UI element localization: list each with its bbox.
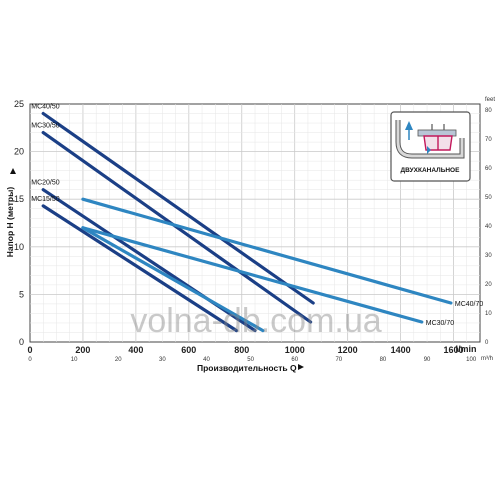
y2-tick-label: 20 — [485, 282, 492, 288]
x2-tick-label: 60 — [291, 357, 298, 363]
x-tick-label: 1600 — [444, 345, 464, 355]
y-tick-label: 15 — [14, 194, 24, 204]
series-label: MC40/70 — [455, 301, 484, 308]
x-tick-label: 1400 — [391, 345, 411, 355]
y2-tick-label: 40 — [485, 224, 492, 230]
impeller-inset: ДВУХКАНАЛЬНОЕ — [390, 111, 471, 182]
y2-tick-label: 60 — [485, 166, 492, 172]
y2-tick-label: 10 — [485, 311, 492, 317]
y-tick-label: 20 — [14, 147, 24, 157]
x2-tick-label: 50 — [247, 357, 254, 363]
series-label: MC30/70 — [426, 320, 455, 327]
series-label: MC40/50 — [31, 104, 60, 111]
x2-tick-label: 70 — [335, 357, 342, 363]
series-line-mc30-70 — [81, 226, 424, 324]
y2-tick-label: 0 — [485, 340, 489, 346]
x2-tick-label: 20 — [115, 357, 122, 363]
x2-tick-label: 40 — [203, 357, 210, 363]
x-tick-label: 1200 — [338, 345, 358, 355]
y-axis-arrow-icon — [10, 168, 16, 174]
x-tick-label: 0 — [27, 345, 32, 355]
x-unit-label: l/min — [455, 344, 476, 354]
x-secondary-unit-label: m³/h — [481, 356, 493, 362]
series-label: MC20/50 — [31, 180, 60, 187]
x-axis-title: Производительность Q — [197, 363, 297, 373]
impeller-icon — [395, 120, 465, 159]
x-tick-label: 400 — [128, 345, 143, 355]
series-line-mc15-50 — [41, 204, 239, 333]
y-axis-title-group: Напор H (метры) — [5, 168, 16, 257]
y2-tick-label: 70 — [485, 137, 492, 143]
y2-tick-label: 30 — [485, 253, 492, 259]
x2-tick-label: 100 — [466, 357, 477, 363]
x-axis-arrow-icon — [298, 364, 304, 370]
series-line-mc40-50 — [41, 111, 315, 305]
y2-tick-label: 50 — [485, 195, 492, 201]
x-tick-label: 200 — [75, 345, 90, 355]
x2-tick-label: 10 — [71, 357, 78, 363]
y-axis-title: Напор H (метры) — [5, 187, 15, 258]
x2-tick-label: 90 — [424, 357, 431, 363]
watermark: volna-db.com.ua — [130, 302, 381, 340]
series-label: MC30/50 — [31, 123, 60, 130]
x2-tick-label: 80 — [380, 357, 387, 363]
x-axis-title-group: Производительность Q — [197, 363, 304, 373]
x-tick-label: 1000 — [285, 345, 305, 355]
inset-label: ДВУХКАНАЛЬНОЕ — [401, 167, 461, 174]
y-tick-label: 5 — [19, 289, 24, 299]
x-tick-label: 600 — [181, 345, 196, 355]
x-tick-label: 800 — [234, 345, 249, 355]
x2-tick-label: 0 — [28, 357, 32, 363]
y-secondary-unit-label: feet — [485, 97, 495, 103]
series-line-mc40-70 — [81, 197, 453, 305]
x2-tick-label: 30 — [159, 357, 166, 363]
y-tick-label: 10 — [14, 242, 24, 252]
series-layer: MC40/50 MC30/50 MC20/50 MC15/50 MC40/70 MC30/… — [31, 104, 484, 333]
y-tick-label: 0 — [19, 337, 24, 347]
y2-tick-label: 80 — [485, 108, 492, 114]
y-tick-label: 25 — [14, 99, 24, 109]
series-label: MC15/50 — [31, 196, 60, 203]
series-line-unlabeled-6 — [81, 226, 265, 333]
